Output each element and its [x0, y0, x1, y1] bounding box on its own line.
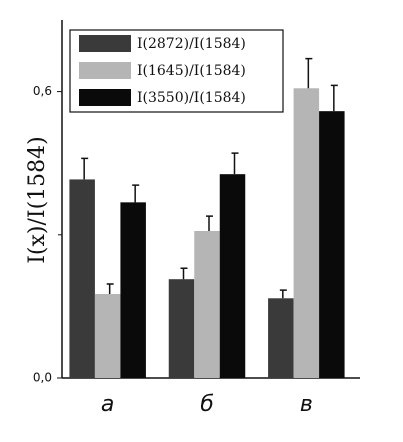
bar — [69, 179, 95, 378]
bar — [268, 298, 294, 378]
bar — [168, 279, 195, 378]
legend-label: I(3550)/I(1584) — [137, 90, 246, 106]
error-bar — [81, 157, 89, 180]
bar — [293, 88, 320, 378]
error-bar — [330, 84, 338, 112]
error-bar — [305, 57, 313, 89]
bar — [319, 111, 345, 379]
error-bar — [132, 184, 140, 203]
bar — [94, 293, 121, 378]
bar — [194, 230, 220, 378]
error-bar — [106, 283, 114, 294]
legend-label: I(2872)/I(1584) — [137, 36, 246, 52]
legend-swatch — [79, 35, 131, 52]
error-bar — [279, 289, 287, 299]
x-tick-label: в — [300, 392, 313, 417]
bar — [219, 174, 246, 378]
legend-swatch — [79, 62, 131, 79]
y-axis-label: I(x)/I(1584) — [25, 136, 50, 264]
error-bar — [180, 267, 188, 280]
bar — [120, 202, 146, 378]
error-bar — [231, 152, 239, 175]
y-tick-label: 0,0 — [33, 371, 52, 385]
y-tick-label: 0,6 — [33, 84, 52, 98]
x-tick-label: а — [101, 392, 114, 417]
error-bar — [206, 215, 213, 231]
x-tick-label: б — [200, 392, 214, 417]
legend-swatch — [79, 89, 131, 106]
legend-label: I(1645)/I(1584) — [137, 63, 246, 79]
